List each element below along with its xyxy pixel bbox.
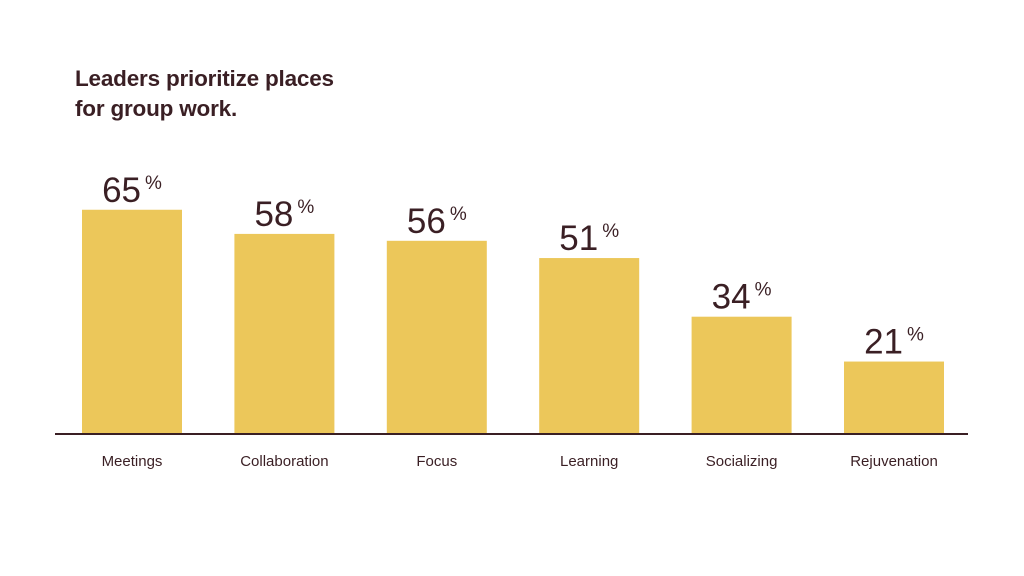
- category-label-focus: Focus: [416, 453, 457, 470]
- category-label-socializing: Socializing: [706, 453, 778, 470]
- value-label-meetings: 65%: [102, 171, 162, 210]
- bar-collaboration: [234, 233, 335, 434]
- category-label-learning: Learning: [560, 453, 618, 470]
- chart-title-line-1: Leaders prioritize places: [75, 66, 334, 91]
- value-label-learning: 51%: [559, 219, 619, 258]
- bar-focus: [386, 240, 487, 434]
- bar-rejuvenation: [844, 361, 944, 434]
- value-labels-group: 65 % 58% 56 % 51 % 34 % 21%: [102, 171, 924, 362]
- value-label-socializing: 34%: [712, 278, 772, 317]
- chart-title-line-2: for group work.: [75, 96, 237, 121]
- chart-title: Leaders prioritize places for group work…: [75, 64, 475, 124]
- category-label-rejuvenation: Rejuvenation: [850, 453, 938, 470]
- category-labels-group: Meetings Collaboration Focus Learning Social…: [102, 453, 938, 470]
- value-label-rejuvenation: 21%: [864, 323, 924, 362]
- value-label-focus: 56%: [407, 202, 467, 241]
- category-label-collaboration: Collaboration: [240, 453, 328, 470]
- bar-learning: [539, 258, 640, 434]
- value-label-collaboration: 58%: [254, 195, 314, 234]
- category-label-meetings: Meetings: [102, 453, 163, 470]
- bars-group: [82, 209, 944, 434]
- bar-socializing: [691, 316, 792, 434]
- bar-meetings: [82, 209, 182, 434]
